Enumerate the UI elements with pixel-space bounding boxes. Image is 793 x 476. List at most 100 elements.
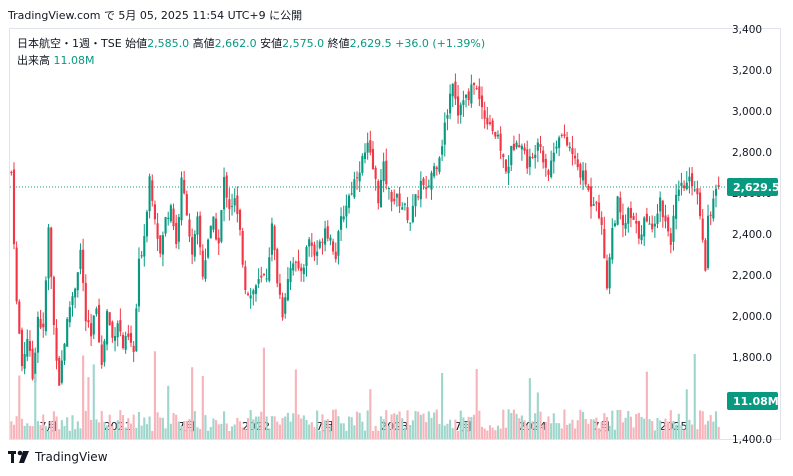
candle-body xyxy=(504,159,507,172)
volume-bar xyxy=(427,411,430,439)
candle-body xyxy=(204,260,207,279)
candle-body xyxy=(148,176,151,212)
candle-body xyxy=(66,319,69,347)
volume-bar xyxy=(613,429,617,439)
candle-body xyxy=(12,169,16,245)
volume-bar xyxy=(55,416,58,439)
volume-bar xyxy=(390,414,393,439)
volume-bar xyxy=(632,427,635,439)
candle-body xyxy=(63,343,66,361)
volume-bar xyxy=(422,413,425,439)
volume-bar xyxy=(536,392,539,439)
volume-bar xyxy=(193,411,196,439)
volume-label: 出来高 xyxy=(17,54,50,67)
volume-bar xyxy=(169,423,172,439)
candle-body xyxy=(119,320,122,332)
candle-body xyxy=(369,140,372,153)
volume-bar xyxy=(92,364,95,439)
candle-body xyxy=(605,260,609,289)
volume-bar xyxy=(292,413,295,439)
candle-body xyxy=(401,207,404,210)
candle-body xyxy=(683,185,686,189)
candle-body xyxy=(467,91,470,101)
volume-bar xyxy=(558,423,561,439)
volume-bar xyxy=(121,415,125,439)
candle-body xyxy=(661,200,664,218)
candle-body xyxy=(185,194,188,216)
volume-bar xyxy=(68,430,71,439)
volume-bar xyxy=(640,416,643,439)
volume-bar xyxy=(597,428,601,439)
candle-body xyxy=(95,308,98,315)
volume-bar xyxy=(387,425,390,439)
volume-bar xyxy=(669,410,672,439)
volume-bar xyxy=(268,428,271,439)
volume-bar xyxy=(127,418,130,439)
volume-bar xyxy=(58,429,61,439)
volume-bar xyxy=(550,423,553,439)
volume-bar xyxy=(470,416,473,439)
candle-body xyxy=(47,227,50,279)
volume-bar xyxy=(204,415,207,439)
candle-body xyxy=(159,235,162,254)
volume-bar xyxy=(624,417,627,439)
candle-body xyxy=(390,191,393,202)
candle-body xyxy=(520,145,523,150)
high-value: 2,662.0 xyxy=(214,37,257,50)
candle-body xyxy=(717,185,720,187)
candle-body xyxy=(592,204,595,206)
volume-legend: 出来高 11.08M xyxy=(17,52,94,68)
candle-body xyxy=(340,216,343,230)
volume-bar xyxy=(228,430,231,439)
volume-bar xyxy=(289,421,292,439)
candle-body xyxy=(305,247,308,267)
candle-body xyxy=(419,180,422,200)
candle-body xyxy=(454,81,457,99)
candle-body xyxy=(536,142,539,151)
volume-bar xyxy=(347,416,351,439)
candle-body xyxy=(714,188,718,196)
candle-body xyxy=(574,155,577,159)
volume-bar xyxy=(653,430,656,439)
volume-bar xyxy=(675,424,678,439)
candle-body xyxy=(55,327,58,361)
volume-bar xyxy=(98,422,101,439)
candle-body xyxy=(486,117,489,125)
volume-bar xyxy=(480,426,484,439)
candle-body xyxy=(228,199,231,209)
volume-bar xyxy=(467,416,470,439)
candle-body xyxy=(92,315,95,335)
candle-body xyxy=(233,198,236,206)
volume-bar xyxy=(236,417,239,439)
volume-bar xyxy=(507,409,510,439)
candle-body xyxy=(653,223,656,227)
volume-bar xyxy=(82,355,85,439)
footer-brand[interactable]: TradingView xyxy=(8,450,108,464)
volume-bar xyxy=(637,412,640,439)
volume-bar xyxy=(39,425,42,439)
volume-bar xyxy=(698,410,702,439)
volume-bar xyxy=(441,372,444,439)
candle-body xyxy=(76,272,79,291)
candle-body xyxy=(417,196,420,198)
volume-bar xyxy=(183,421,186,439)
volume-bar xyxy=(406,410,409,439)
volume-bar xyxy=(661,430,664,439)
volume-bar xyxy=(18,375,21,439)
volume-bar xyxy=(635,413,638,439)
volume-bar xyxy=(185,421,188,439)
candle-body xyxy=(422,178,425,185)
volume-bar xyxy=(79,428,82,439)
volume-bar xyxy=(34,373,37,439)
candle-body xyxy=(677,189,680,196)
y-tick-label: 2,400.0 xyxy=(732,229,772,241)
volume-bar xyxy=(717,427,720,439)
candle-body xyxy=(542,150,545,163)
volume-bar xyxy=(419,414,422,439)
volume-bar xyxy=(103,421,106,439)
candle-body xyxy=(433,166,436,177)
candle-body xyxy=(563,134,566,136)
candle-body xyxy=(284,297,287,314)
volume-bar xyxy=(518,418,521,439)
